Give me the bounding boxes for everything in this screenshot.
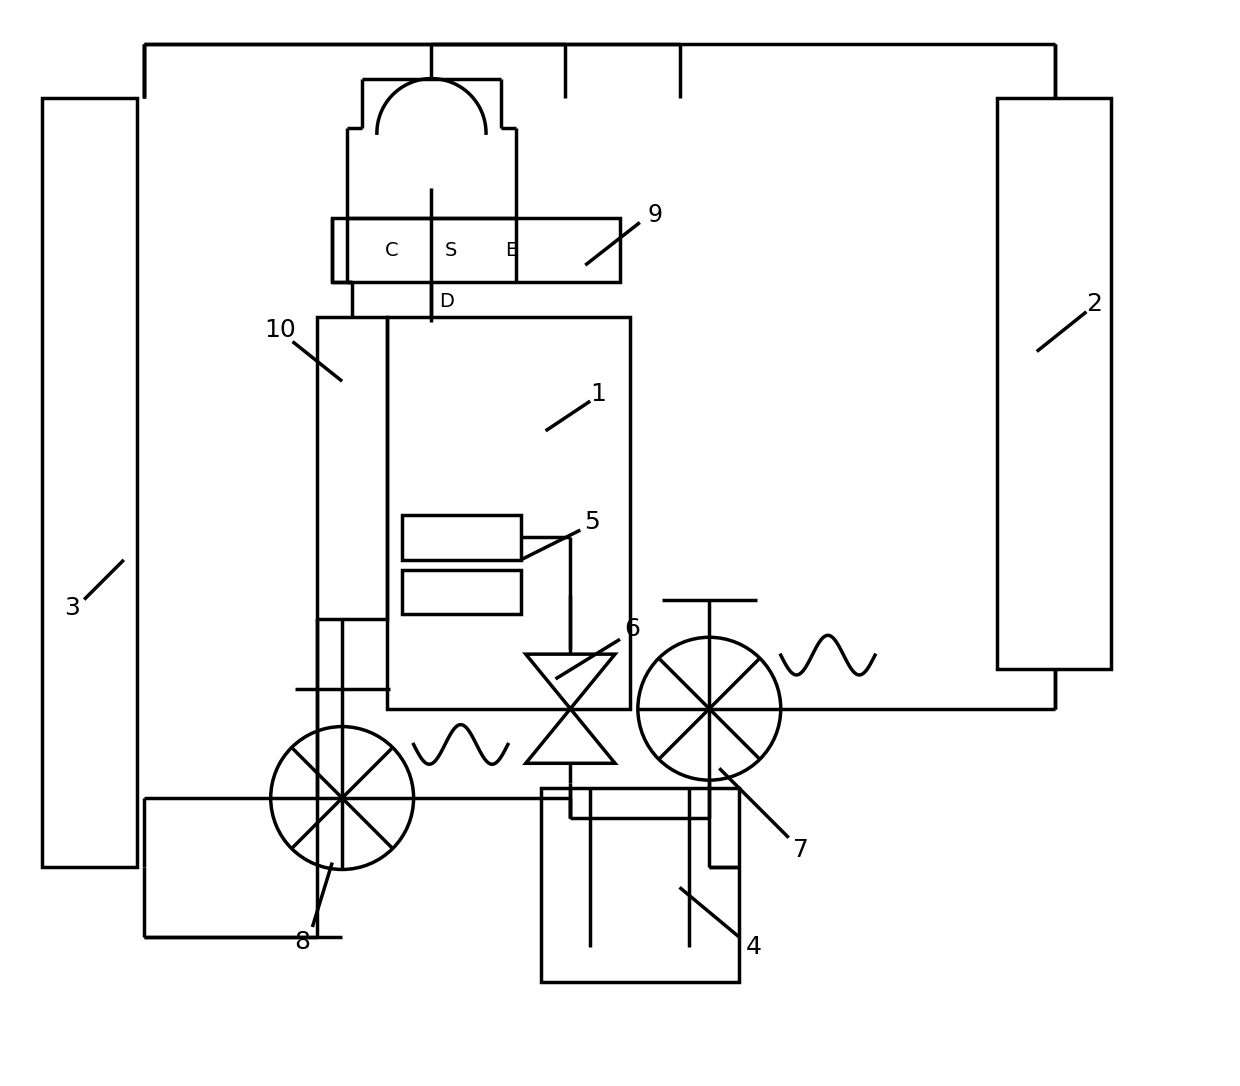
Text: 10: 10 <box>265 317 296 342</box>
Text: E: E <box>505 241 517 260</box>
Bar <box>332 217 620 282</box>
Text: 8: 8 <box>294 930 310 954</box>
Text: D: D <box>439 292 454 312</box>
Bar <box>42 99 136 868</box>
Text: 4: 4 <box>746 935 761 959</box>
Text: 2: 2 <box>1086 292 1102 316</box>
Text: C: C <box>384 241 398 260</box>
Text: 1: 1 <box>590 382 606 406</box>
Bar <box>541 788 739 982</box>
Bar <box>317 317 387 619</box>
Bar <box>402 570 521 615</box>
Text: 6: 6 <box>624 617 640 642</box>
Text: 9: 9 <box>647 203 662 227</box>
Text: 3: 3 <box>64 595 81 619</box>
Text: S: S <box>445 241 458 260</box>
Text: 7: 7 <box>792 837 808 861</box>
Text: 5: 5 <box>584 510 600 534</box>
Bar <box>402 515 521 560</box>
Bar <box>997 99 1111 669</box>
Bar <box>387 317 630 709</box>
